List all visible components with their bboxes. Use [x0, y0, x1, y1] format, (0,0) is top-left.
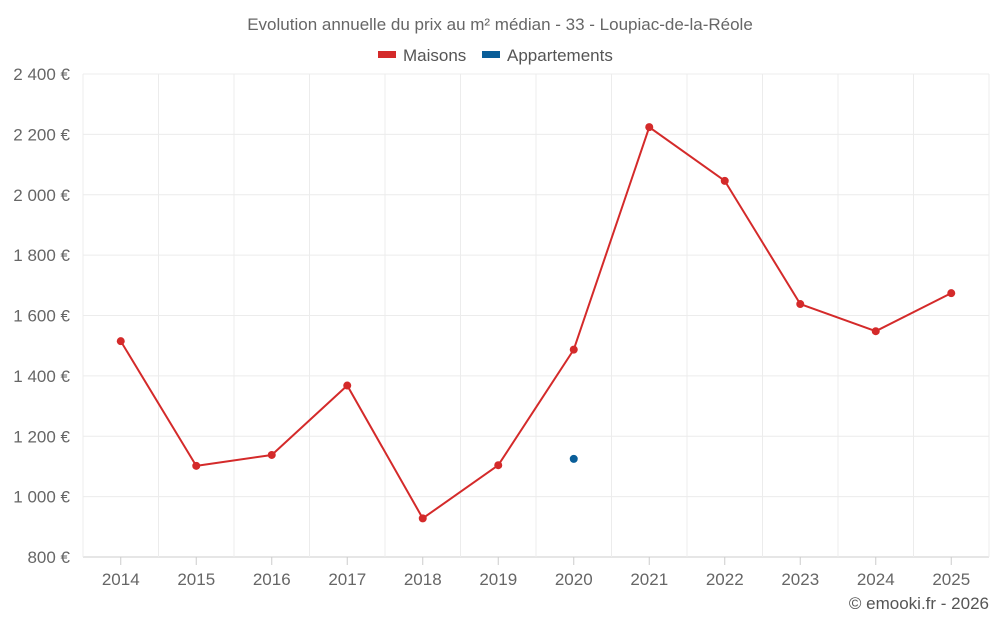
y-tick-label: 800 € — [27, 548, 70, 567]
chart-title: Evolution annuelle du prix au m² médian … — [247, 15, 753, 34]
x-tick-label: 2023 — [781, 570, 819, 589]
x-tick-label: 2016 — [253, 570, 291, 589]
series-group — [116, 123, 956, 523]
y-tick-label: 1 000 € — [13, 488, 70, 507]
x-tick-label: 2020 — [555, 570, 593, 589]
x-tick-label: 2015 — [177, 570, 215, 589]
y-tick-label: 2 400 € — [13, 65, 70, 84]
data-point-maisons-2021[interactable] — [645, 123, 654, 132]
data-point-maisons-2018[interactable] — [418, 514, 427, 523]
data-point-maisons-2023[interactable] — [796, 300, 805, 309]
y-tick-label: 2 000 € — [13, 186, 70, 205]
legend-swatch-maisons — [378, 51, 396, 58]
x-tick-label: 2018 — [404, 570, 442, 589]
y-tick-label: 1 400 € — [13, 367, 70, 386]
data-point-maisons-2020[interactable] — [569, 345, 578, 354]
y-tick-label: 1 600 € — [13, 307, 70, 326]
data-point-maisons-2015[interactable] — [192, 461, 201, 470]
x-tick-label: 2019 — [479, 570, 517, 589]
data-point-maisons-2024[interactable] — [871, 327, 880, 336]
y-tick-label: 2 200 € — [13, 125, 70, 144]
x-axis-ticks: 2014 2015 2016 2017 2018 2019 2020 2021 2022 2023… — [102, 557, 970, 589]
data-point-maisons-2016[interactable] — [267, 450, 276, 459]
data-point-appartements-2020[interactable] — [569, 454, 578, 463]
data-point-maisons-2014[interactable] — [116, 337, 125, 346]
x-tick-label: 2024 — [857, 570, 895, 589]
grid-lines — [82, 73, 990, 558]
data-point-maisons-2025[interactable] — [947, 289, 956, 298]
x-tick-label: 2021 — [630, 570, 668, 589]
data-point-maisons-2022[interactable] — [720, 176, 729, 185]
x-tick-label: 2017 — [328, 570, 366, 589]
x-tick-label: 2014 — [102, 570, 140, 589]
y-tick-label: 1 800 € — [13, 246, 70, 265]
y-axis-ticks: 800 € 1 000 € 1 200 € 1 400 € 1 600 € 1 800 €… — [13, 65, 70, 567]
legend-swatch-appartements — [482, 51, 500, 58]
y-tick-label: 1 200 € — [13, 427, 70, 446]
x-tick-label: 2025 — [932, 570, 970, 589]
data-point-maisons-2019[interactable] — [494, 461, 503, 470]
legend-label-maisons[interactable]: Maisons — [403, 46, 466, 65]
series-line-maisons — [119, 126, 952, 520]
x-tick-label: 2022 — [706, 570, 744, 589]
legend[interactable]: Maisons Appartements — [378, 46, 613, 65]
credit-text: © emooki.fr - 2026 — [849, 594, 989, 613]
legend-label-appartements[interactable]: Appartements — [507, 46, 613, 65]
data-point-maisons-2017[interactable] — [343, 381, 352, 390]
